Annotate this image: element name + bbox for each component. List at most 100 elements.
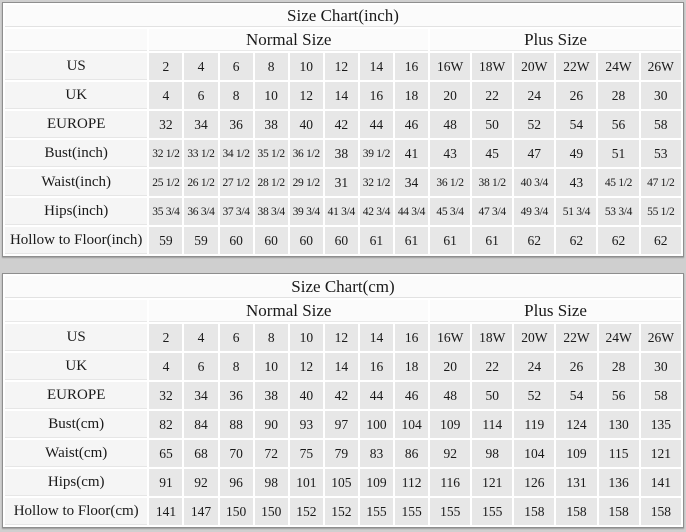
size-cell: 104 xyxy=(395,411,429,438)
size-cell: 75 xyxy=(289,440,323,467)
size-cell: 14 xyxy=(324,353,358,380)
size-cell: 12 xyxy=(324,324,358,351)
table-row: UK 4 6 8 10 12 14 16 18 20 22 24 26 28 30 xyxy=(5,82,681,109)
size-cell: 18W xyxy=(472,53,513,80)
size-cell: 39 3/4 xyxy=(289,198,323,225)
size-cell: 97 xyxy=(324,411,358,438)
size-cell: 98 xyxy=(472,440,513,467)
size-cell: 86 xyxy=(395,440,429,467)
size-cell: 104 xyxy=(514,440,555,467)
size-cell: 158 xyxy=(514,498,555,525)
size-cell: 28 xyxy=(598,353,639,380)
size-cell: 4 xyxy=(149,353,183,380)
size-cell: 100 xyxy=(359,411,394,438)
size-cell: 45 xyxy=(472,140,513,167)
size-cell: 24W xyxy=(598,324,639,351)
size-cell: 35 3/4 xyxy=(149,198,183,225)
size-cell: 92 xyxy=(184,469,218,496)
size-chart-inch-table: Size Chart(inch) Normal Size Plus Size U… xyxy=(3,3,683,256)
size-cell: 8 xyxy=(254,53,288,80)
size-cell: 24 xyxy=(514,353,555,380)
size-cell: 83 xyxy=(359,440,394,467)
size-cell: 68 xyxy=(184,440,218,467)
size-cell: 62 xyxy=(640,227,681,254)
size-cell: 109 xyxy=(556,440,597,467)
size-cell: 84 xyxy=(184,411,218,438)
size-cell: 30 xyxy=(640,353,681,380)
size-cell: 98 xyxy=(254,469,288,496)
size-cell: 32 1/2 xyxy=(359,169,393,196)
table-title-row: Size Chart(cm) xyxy=(5,276,681,298)
size-cell: 135 xyxy=(640,411,681,438)
size-cell: 26 1/2 xyxy=(184,169,218,196)
size-cell: 39 1/2 xyxy=(359,140,393,167)
size-cell: 38 xyxy=(254,111,288,138)
plus-size-header: Plus Size xyxy=(430,29,681,51)
size-cell: 12 xyxy=(289,82,323,109)
size-cell: 72 xyxy=(254,440,288,467)
size-cell: 109 xyxy=(430,411,471,438)
size-cell: 12 xyxy=(324,53,358,80)
size-cell: 41 xyxy=(394,140,429,167)
table-row: US 2 4 6 8 10 12 14 16 16W 18W 20W 22W 24W 26W xyxy=(5,53,681,80)
table-row: Hollow to Floor(cm) 141 147 150 150 152 152 155… xyxy=(5,498,681,525)
column-group-row: Normal Size Plus Size xyxy=(5,300,681,322)
size-cell: 36 xyxy=(219,111,253,138)
size-cell: 96 xyxy=(219,469,253,496)
size-cell: 141 xyxy=(149,498,183,525)
size-cell: 59 xyxy=(184,227,218,254)
size-cell: 47 3/4 xyxy=(472,198,513,225)
size-cell: 56 xyxy=(598,382,639,409)
size-cell: 8 xyxy=(254,324,288,351)
size-cell: 32 xyxy=(149,111,183,138)
size-cell: 58 xyxy=(640,111,681,138)
size-cell: 8 xyxy=(219,82,253,109)
size-cell: 42 xyxy=(324,382,358,409)
size-cell: 22W xyxy=(556,324,597,351)
size-cell: 6 xyxy=(219,53,253,80)
size-cell: 38 xyxy=(324,140,358,167)
size-cell: 36 1/2 xyxy=(289,140,323,167)
size-cell: 52 xyxy=(514,111,555,138)
table-row: Hips(inch) 35 3/4 36 3/4 37 3/4 38 3/4 39 3/4… xyxy=(5,198,681,225)
size-cell: 16W xyxy=(430,324,471,351)
plus-size-header: Plus Size xyxy=(430,300,681,322)
size-cell: 51 xyxy=(598,140,639,167)
size-cell: 10 xyxy=(289,324,323,351)
size-cell: 136 xyxy=(598,469,639,496)
corner-cell xyxy=(5,29,148,51)
row-label: US xyxy=(5,324,148,351)
size-cell: 6 xyxy=(184,82,218,109)
size-cell: 59 xyxy=(149,227,183,254)
size-cell: 109 xyxy=(359,469,394,496)
size-cell: 51 3/4 xyxy=(556,198,597,225)
size-cell: 26 xyxy=(556,353,597,380)
size-cell: 53 3/4 xyxy=(598,198,639,225)
size-cell: 31 xyxy=(324,169,358,196)
size-cell: 14 xyxy=(359,324,394,351)
size-cell: 60 xyxy=(254,227,288,254)
size-cell: 141 xyxy=(640,469,681,496)
row-label: UK xyxy=(5,82,148,109)
size-cell: 29 1/2 xyxy=(289,169,323,196)
size-cell: 16 xyxy=(359,82,393,109)
size-cell: 18 xyxy=(395,353,429,380)
size-cell: 32 xyxy=(149,382,183,409)
size-cell: 22 xyxy=(472,353,513,380)
size-cell: 61 xyxy=(359,227,393,254)
size-cell: 42 xyxy=(324,111,358,138)
size-cell: 26W xyxy=(640,53,681,80)
size-cell: 56 xyxy=(598,111,639,138)
size-cell: 36 1/2 xyxy=(430,169,471,196)
table-row: Bust(inch) 32 1/2 33 1/2 34 1/2 35 1/2 36 1/2… xyxy=(5,140,681,167)
size-cell: 152 xyxy=(324,498,358,525)
row-label: Hollow to Floor(cm) xyxy=(5,498,148,525)
corner-cell xyxy=(5,300,148,322)
size-cell: 47 xyxy=(514,140,555,167)
size-cell: 62 xyxy=(598,227,639,254)
table-row: EUROPE 32 34 36 38 40 42 44 46 48 50 52 54 56 58 xyxy=(5,382,681,409)
size-cell: 49 3/4 xyxy=(514,198,555,225)
size-cell: 26 xyxy=(556,82,597,109)
size-cell: 20W xyxy=(514,53,555,80)
size-cell: 158 xyxy=(598,498,639,525)
